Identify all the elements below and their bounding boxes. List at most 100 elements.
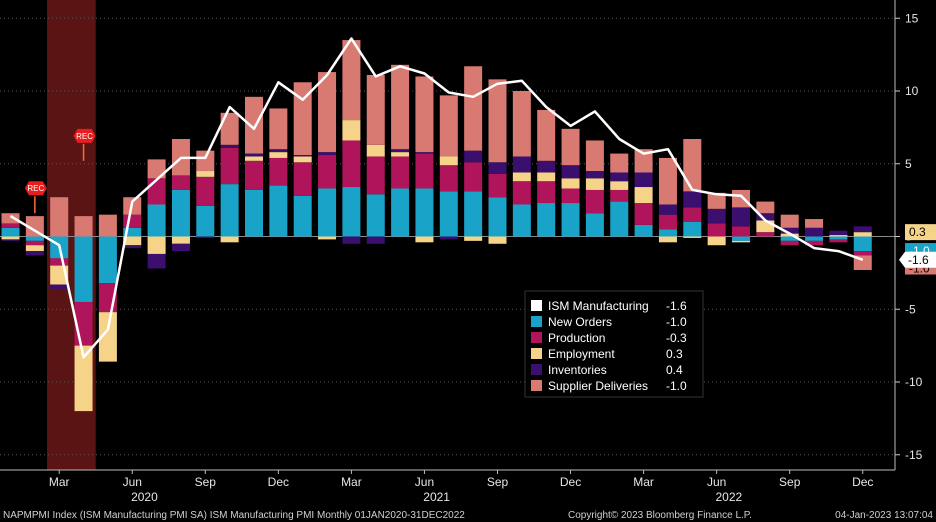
bar-segment: [220, 147, 239, 185]
bar-segment: [196, 171, 215, 177]
footer-timestamp: 04-Jan-2023 13:07:04: [835, 510, 933, 521]
bar-segment: [98, 312, 117, 362]
bar-segment: [683, 207, 702, 222]
legend-value: 0.4: [666, 363, 683, 377]
bar-segment: [756, 201, 775, 214]
bar-segment: [464, 162, 483, 192]
bar-segment: [74, 345, 93, 412]
y-tick-label: 10: [905, 84, 919, 98]
value-flag-label: 0.3: [909, 225, 926, 239]
bar-segment: [342, 140, 361, 188]
bar-segment: [293, 162, 312, 196]
bar-segment: [147, 204, 166, 237]
bar-segment: [293, 155, 312, 157]
bar-segment: [366, 74, 385, 145]
bar-segment: [634, 149, 653, 173]
bar-segment: [585, 189, 604, 214]
x-tick-label: Mar: [341, 475, 362, 489]
bar-segment: [780, 214, 799, 228]
bar-segment: [269, 152, 288, 158]
bar-segment: [585, 140, 604, 172]
bar-segment: [561, 178, 580, 189]
bar-segment: [634, 224, 653, 237]
x-tick-label: Jun: [123, 475, 142, 489]
x-tick-label: Sep: [487, 475, 509, 489]
bar-segment: [25, 251, 44, 256]
legend-value: -0.3: [666, 331, 687, 345]
bar-segment: [537, 181, 556, 204]
bar-segment: [1, 227, 20, 237]
bar-segment: [756, 213, 775, 221]
rec-marker: REC: [24, 181, 47, 214]
bar-segment: [610, 153, 629, 173]
bar-segment: [829, 235, 848, 237]
legend: ISM Manufacturing -1.6 New Orders -1.0 Produ…: [524, 290, 704, 398]
bar-segment: [123, 245, 142, 249]
bar-segment: [658, 236, 677, 243]
bar-segment: [220, 112, 239, 145]
legend-value: -1.0: [666, 315, 687, 329]
bar-segment: [780, 240, 799, 246]
bar-segment: [147, 159, 166, 179]
x-year-label: 2022: [715, 490, 742, 504]
bar-segment: [366, 144, 385, 157]
bar-segment: [1, 236, 20, 240]
bar-segment: [245, 153, 263, 157]
bar-segment: [391, 152, 410, 157]
x-tick-label: Sep: [195, 475, 217, 489]
y-tick-label: 5: [905, 157, 912, 171]
bar-segment: [805, 236, 824, 241]
bar-segment: [512, 172, 531, 182]
legend-label: ISM Manufacturing: [548, 299, 649, 313]
bar-segment: [439, 95, 458, 157]
bar-segment: [805, 227, 824, 237]
bar-segment: [537, 109, 556, 161]
bar-segment: [658, 214, 677, 230]
bar-segment: [488, 173, 507, 198]
bar-segment: [853, 236, 872, 252]
bar-segment: [512, 204, 531, 237]
bar-segment: [732, 226, 750, 237]
bar-segment: [196, 236, 215, 238]
legend-label: Supplier Deliveries: [548, 379, 648, 393]
bar-segment: [50, 258, 69, 266]
bar-segment: [1, 213, 20, 224]
legend-label: New Orders: [548, 315, 612, 329]
bar-segment: [196, 150, 215, 172]
bar-segment: [318, 72, 337, 153]
bar-segment: [732, 236, 750, 241]
legend-swatch: [531, 316, 542, 327]
bar-segment: [634, 172, 653, 188]
bar-segment: [853, 232, 872, 237]
bar-segment: [561, 165, 580, 179]
bar-segment: [732, 207, 750, 227]
legend-swatch: [531, 348, 542, 359]
bar-segment: [342, 187, 361, 237]
x-year-label: 2020: [131, 490, 158, 504]
bar-segment: [196, 205, 215, 237]
bar-segment: [25, 240, 44, 246]
bar-segment: [293, 195, 312, 237]
legend-box: [524, 290, 704, 398]
bar-segment: [585, 171, 604, 179]
value-flag: [899, 251, 936, 268]
bar-segment: [610, 181, 629, 190]
bar-segment: [732, 189, 750, 208]
bar-segment: [512, 156, 531, 173]
bar-segment: [464, 191, 483, 237]
bar-segment: [683, 139, 702, 192]
value-flag-label: -1.6: [908, 253, 929, 267]
bar-segment: [707, 223, 726, 237]
bar-segment: [196, 176, 215, 206]
bar-segment: [245, 160, 263, 190]
bar-segment: [488, 79, 507, 163]
bar-segment: [25, 236, 44, 241]
bar-segment: [269, 157, 288, 186]
rec-label: REC: [27, 184, 44, 193]
bar-segment: [342, 236, 361, 244]
bar-segment: [293, 156, 312, 163]
x-tick-label: Jun: [707, 475, 726, 489]
bar-segment: [171, 236, 190, 244]
bar-segment: [245, 96, 263, 154]
